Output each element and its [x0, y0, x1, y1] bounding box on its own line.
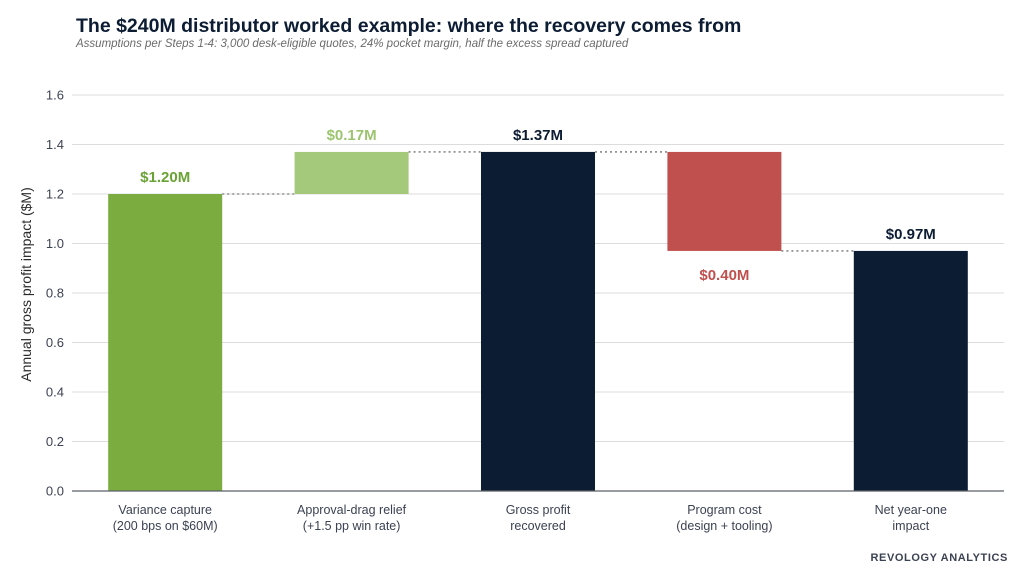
axes: 0.0 0.2 0.4 0.6 0.8 1.0 1.2 1.4 1.6 Variance capt… — [46, 88, 1004, 533]
y-tick-label: 0.8 — [46, 286, 64, 301]
waterfall-bar — [294, 151, 409, 194]
bar-value-label: $1.37M — [513, 127, 563, 144]
y-tick-label: 0.6 — [46, 335, 64, 350]
bar-value-label: $0.40M — [699, 267, 749, 284]
x-tick-label: (200 bps on $60M) — [113, 519, 218, 533]
bar-value-label: $0.97M — [886, 226, 936, 243]
y-tick-label: 1.2 — [46, 187, 64, 202]
bar-value-label: $0.17M — [327, 127, 377, 144]
y-tick-label: 0.2 — [46, 434, 64, 449]
y-tick-label: 1.0 — [46, 236, 64, 251]
connector-lines — [222, 151, 854, 252]
x-tick-label: Net year-one — [875, 503, 947, 517]
x-tick-label: Program cost — [687, 503, 762, 517]
chart-subtitle: Assumptions per Steps 1-4: 3,000 desk-el… — [76, 38, 629, 50]
bars — [108, 151, 968, 492]
x-tick-label: impact — [892, 519, 929, 533]
y-tick-label: 0.0 — [46, 484, 64, 499]
x-tick-label: Variance capture — [118, 503, 212, 517]
x-tick-label: (+1.5 pp win rate) — [303, 519, 401, 533]
waterfall-bar — [853, 250, 968, 491]
chart-title: The $240M distributor worked example: wh… — [76, 15, 742, 37]
bar-value-label: $1.20M — [140, 169, 190, 186]
brand-footer: REVOLOGY ANALYTICS — [870, 552, 1008, 564]
x-tick-label: recovered — [510, 519, 566, 533]
y-tick-label: 1.4 — [46, 137, 64, 152]
y-tick-label: 0.4 — [46, 385, 64, 400]
y-tick-label: 1.6 — [46, 88, 64, 103]
x-tick-label: Gross profit — [506, 503, 571, 517]
y-axis-label: Annual gross profit impact ($M) — [18, 187, 34, 382]
waterfall-bar — [667, 151, 782, 251]
value-labels: $1.20M $0.17M $1.37M $0.40M $0.97M — [140, 127, 936, 284]
x-tick-label: (design + tooling) — [676, 519, 772, 533]
waterfall-bar — [481, 151, 595, 492]
x-tick-label: Approval-drag relief — [297, 503, 407, 517]
waterfall-bar — [108, 194, 223, 491]
